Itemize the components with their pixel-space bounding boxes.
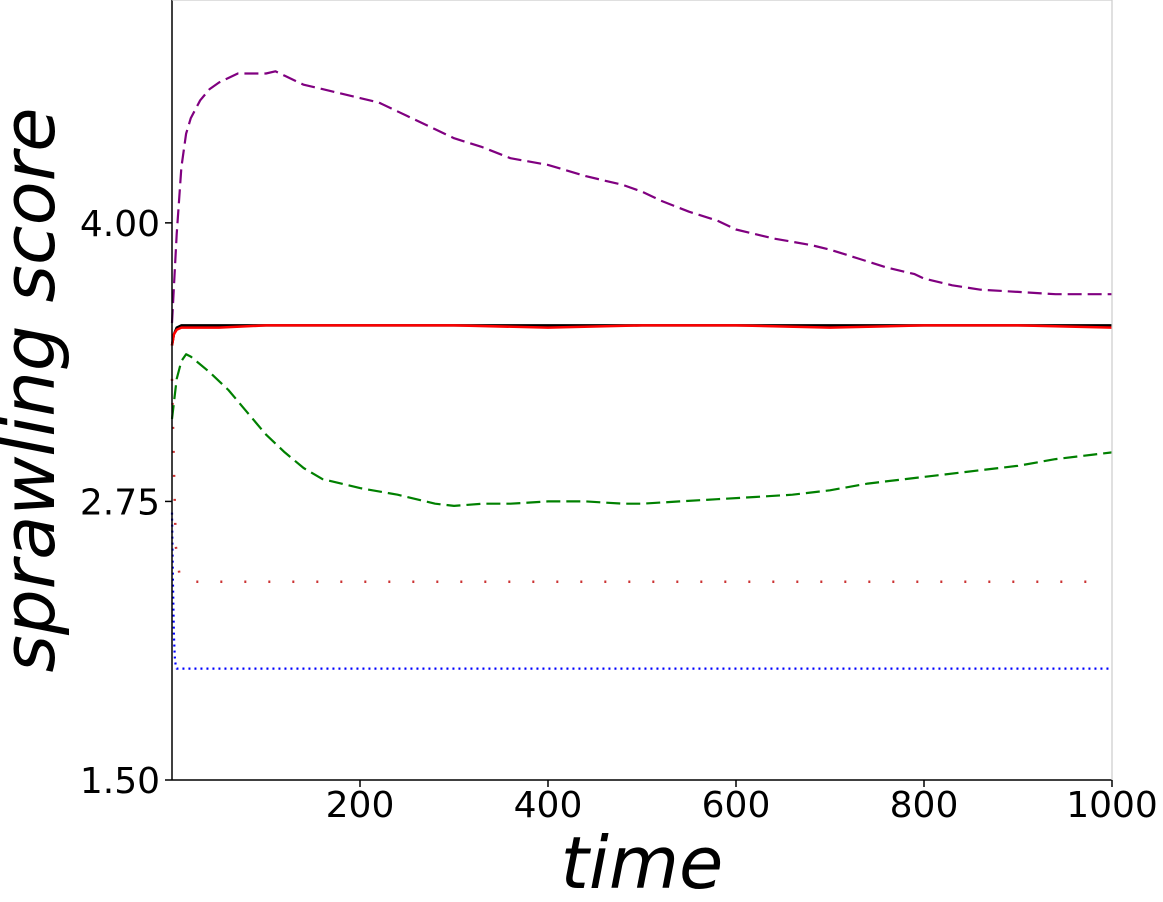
series-line-5 (170, 378, 1094, 583)
series-line-1 (170, 70, 1112, 324)
x-axis-label: time (561, 821, 724, 902)
axis-ticks: 200 400 600 800 1000 1.50 2.75 4.00 (80, 204, 1158, 826)
x-tick-label: 1000 (1066, 785, 1158, 826)
y-tick-label: 1.50 (80, 761, 160, 802)
x-tick-label: 200 (326, 785, 395, 826)
y-tick-label: 4.00 (80, 204, 160, 245)
series-line-4 (170, 353, 1113, 507)
y-axis-label: sprawling score (0, 107, 71, 672)
x-tick-label: 600 (702, 785, 771, 826)
x-tick-label: 800 (890, 785, 959, 826)
y-tick-label: 2.75 (80, 482, 160, 523)
x-tick-label: 400 (514, 785, 583, 826)
series-line-2 (170, 324, 1112, 346)
plot-frame (171, 0, 1113, 781)
series-layer (170, 70, 1113, 670)
series-line-6 (170, 512, 1112, 670)
series-line-3 (170, 324, 1113, 346)
